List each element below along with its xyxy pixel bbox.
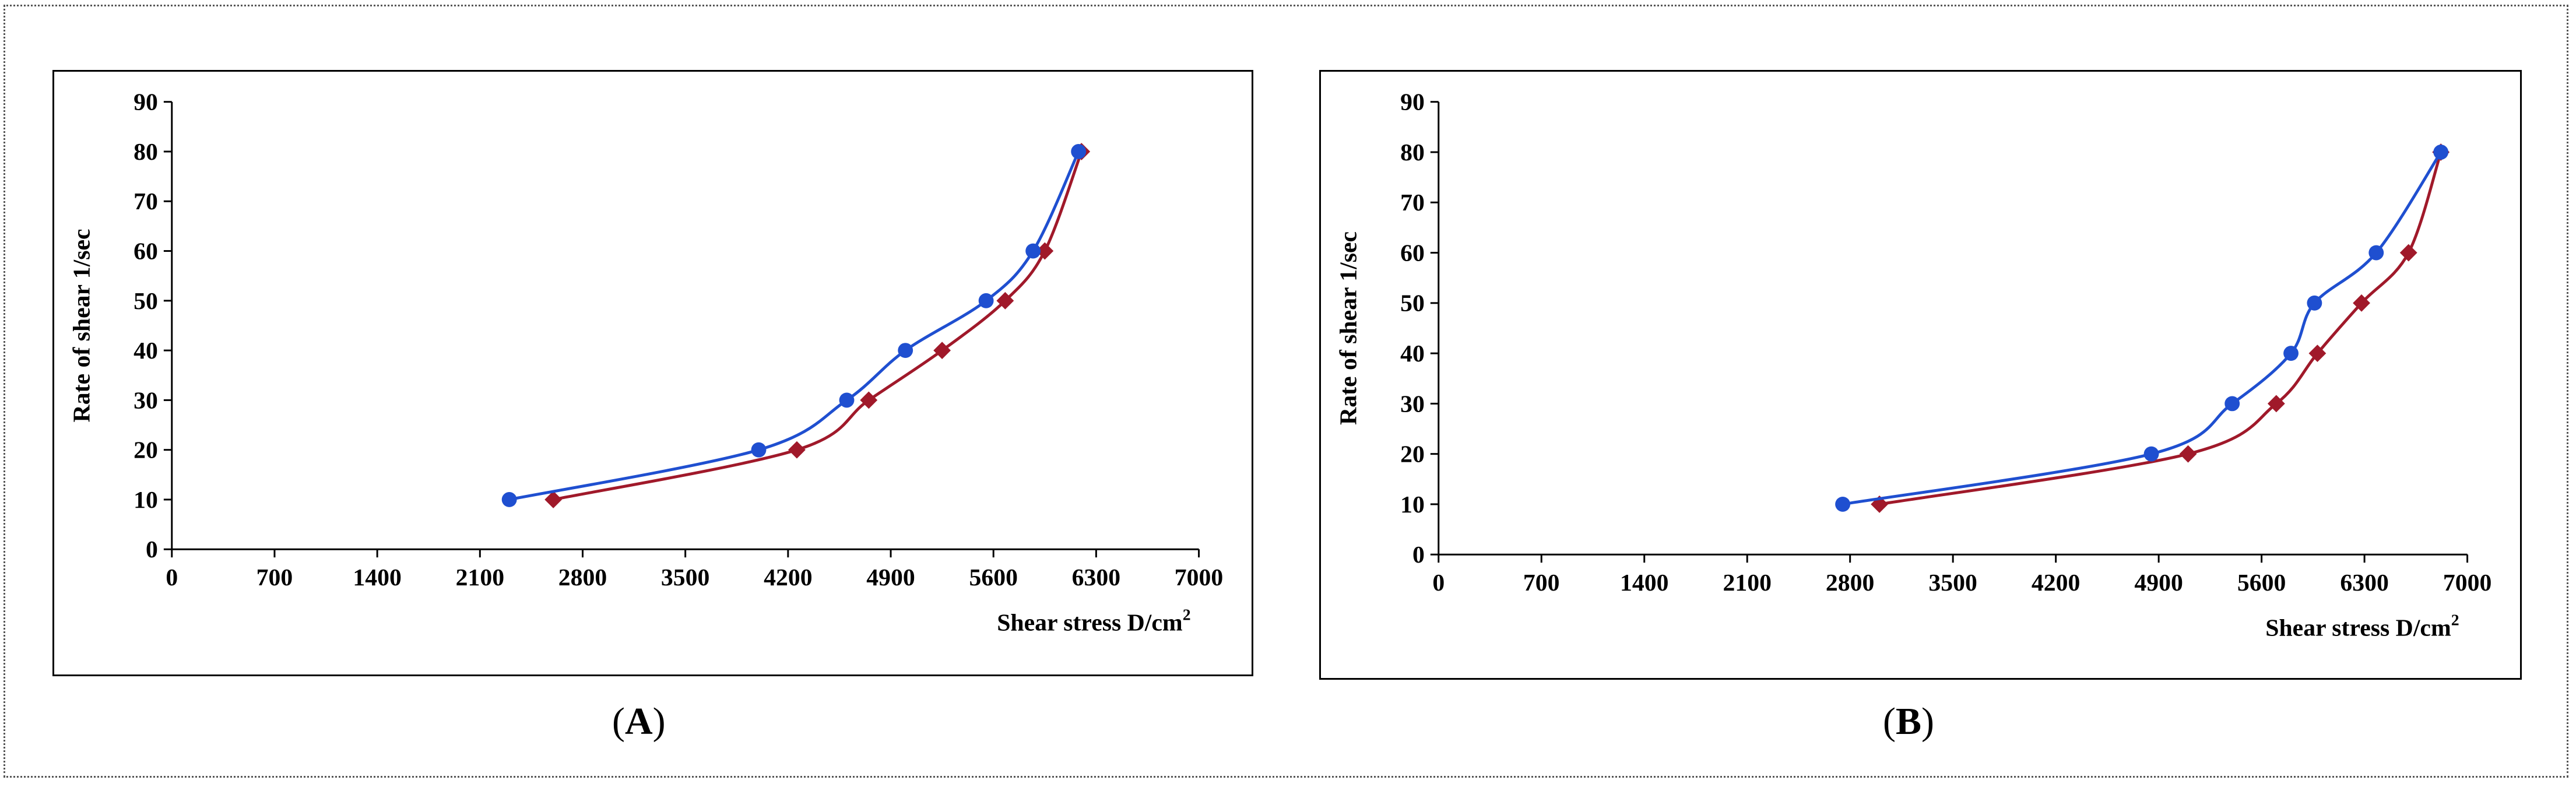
chart-a-series-1-point — [501, 492, 517, 507]
chart-b-x-tick-label: 2800 — [1826, 570, 1875, 596]
chart-a-x-tick-label: 2100 — [456, 564, 505, 591]
chart-b-series-1-point — [2143, 446, 2159, 462]
chart-b-x-tick-label: 7000 — [2443, 570, 2492, 596]
chart-b-series-2-point — [2179, 445, 2197, 463]
chart-b-y-tick-label: 70 — [1400, 189, 1425, 216]
chart-a-x-axis-title-superscript: 2 — [1183, 606, 1191, 624]
chart-b-x-tick-label: 6300 — [2340, 570, 2389, 596]
chart-a-x-axis-title-main: Shear stress D/cm — [997, 609, 1183, 636]
chart-a-x-tick-label: 3500 — [661, 564, 710, 591]
panel-label-b-letter: B — [1895, 700, 1922, 743]
chart-a-series-1-point — [1025, 243, 1041, 259]
chart-b-series-1-point — [1835, 497, 1851, 512]
chart-a-x-tick-label: 4200 — [764, 564, 813, 591]
chart-b-y-tick-label: 30 — [1400, 391, 1425, 417]
chart-b-series-2-point — [2353, 294, 2370, 312]
chart-b-series-1-line — [1842, 151, 2443, 506]
chart-a-series-2-point — [788, 441, 806, 459]
chart-a-series-2-line — [553, 151, 1083, 501]
chart-b-series-2-point — [2308, 345, 2327, 363]
chart-b-x-tick-label: 5600 — [2237, 570, 2286, 596]
figure-frame — [3, 5, 2568, 778]
chart-b-x-axis-title-main: Shear stress D/cm — [2265, 614, 2451, 641]
panel-label-a-letter: A — [624, 700, 653, 743]
chart-panel-a: 0 10 20 30 40 50 60 70 80 90 0 700 1400 2100 2800 3500 4… — [52, 70, 1253, 676]
chart-a-y-tick-label: 60 — [133, 238, 158, 265]
chart-b-x-axis-title-superscript: 2 — [2451, 612, 2459, 630]
chart-a-y-tick-label: 30 — [133, 387, 158, 414]
chart-a-series-1-point — [751, 442, 767, 458]
chart-b-series-1-point — [2283, 346, 2299, 361]
chart-b-series-1-point — [2224, 396, 2240, 412]
chart-a-y-tick-label: 0 — [146, 536, 158, 563]
chart-b-series-1-point — [2307, 295, 2322, 311]
chart-b-y-tick-label: 10 — [1400, 491, 1425, 518]
chart-b-y-tick-label: 50 — [1400, 290, 1425, 317]
chart-b-y-tick-label: 60 — [1400, 240, 1425, 266]
chart-a-x-tick-label: 5600 — [969, 564, 1018, 591]
chart-a-x-tick-label: 2800 — [558, 564, 607, 591]
chart-a-x-tick-label: 7000 — [1175, 564, 1224, 591]
chart-a-series-1-point — [978, 293, 994, 308]
panel-label-a: (A) — [612, 700, 666, 743]
chart-a-y-tick-label: 70 — [133, 188, 158, 215]
chart-b-x-axis-title: Shear stress D/cm2 — [2265, 612, 2459, 642]
chart-b-x-tick-label: 3500 — [1928, 570, 1977, 596]
chart-a-y-tick-label: 10 — [133, 487, 158, 514]
chart-a-series-2-point — [996, 291, 1014, 310]
chart-b-x-tick-label: 4900 — [2134, 570, 2183, 596]
chart-b-y-tick-label: 90 — [1400, 89, 1425, 116]
chart-a-y-tick-label: 50 — [133, 288, 158, 315]
chart-a-y-tick-label: 20 — [133, 437, 158, 464]
panel-label-b: (B) — [1883, 700, 1934, 743]
chart-a-series-1-point — [898, 343, 913, 359]
chart-a-svg: 0 10 20 30 40 50 60 70 80 90 0 700 1400 2100 2800 3500 4… — [69, 89, 1224, 637]
chart-b-y-tick-label: 80 — [1400, 139, 1425, 166]
chart-b-y-axis-title: Rate of shear 1/sec — [1336, 231, 1362, 425]
chart-a-x-tick-label: 700 — [256, 564, 293, 591]
chart-a-series-2-point — [933, 342, 951, 360]
chart-a-x-tick-label: 0 — [166, 564, 178, 591]
chart-panel-b: 0 10 20 30 40 50 60 70 80 90 0 700 1400 2100 2800 3500 4… — [1319, 70, 2522, 680]
chart-a-series-1-point — [1071, 144, 1087, 159]
chart-b-y-tick-label: 40 — [1400, 340, 1425, 367]
chart-a-y-tick-label: 80 — [133, 139, 158, 166]
chart-b-x-tick-label: 2100 — [1723, 570, 1772, 596]
chart-b-y-tick-label: 0 — [1412, 542, 1425, 568]
chart-b-series-1-point — [2368, 245, 2384, 261]
chart-a-series-2-point — [544, 491, 563, 508]
chart-a-series-2-point — [860, 391, 878, 409]
chart-a-x-axis-title: Shear stress D/cm2 — [997, 606, 1190, 637]
chart-b-x-tick-label: 700 — [1523, 570, 1560, 596]
chart-a-x-tick-label: 4900 — [866, 564, 915, 591]
chart-b-series-2-point — [2399, 244, 2417, 262]
chart-b-x-tick-label: 1400 — [1620, 570, 1669, 596]
chart-a-y-axis-title: Rate of shear 1/sec — [69, 229, 96, 422]
chart-b-svg: 0 10 20 30 40 50 60 70 80 90 0 700 1400 2100 2800 3500 4… — [1336, 89, 2492, 642]
chart-a-y-tick-label: 40 — [133, 338, 158, 364]
chart-b-series-2-point — [1871, 496, 1889, 513]
chart-a-x-tick-label: 1400 — [353, 564, 402, 591]
chart-a-series-1-point — [839, 392, 855, 408]
chart-b-series-1-point — [2433, 145, 2449, 160]
chart-b-y-tick-label: 20 — [1400, 441, 1425, 468]
chart-a-x-tick-label: 6300 — [1072, 564, 1121, 591]
chart-b-x-tick-label: 0 — [1432, 570, 1445, 596]
chart-a-y-tick-label: 90 — [133, 89, 158, 116]
chart-b-x-tick-label: 4200 — [2032, 570, 2081, 596]
